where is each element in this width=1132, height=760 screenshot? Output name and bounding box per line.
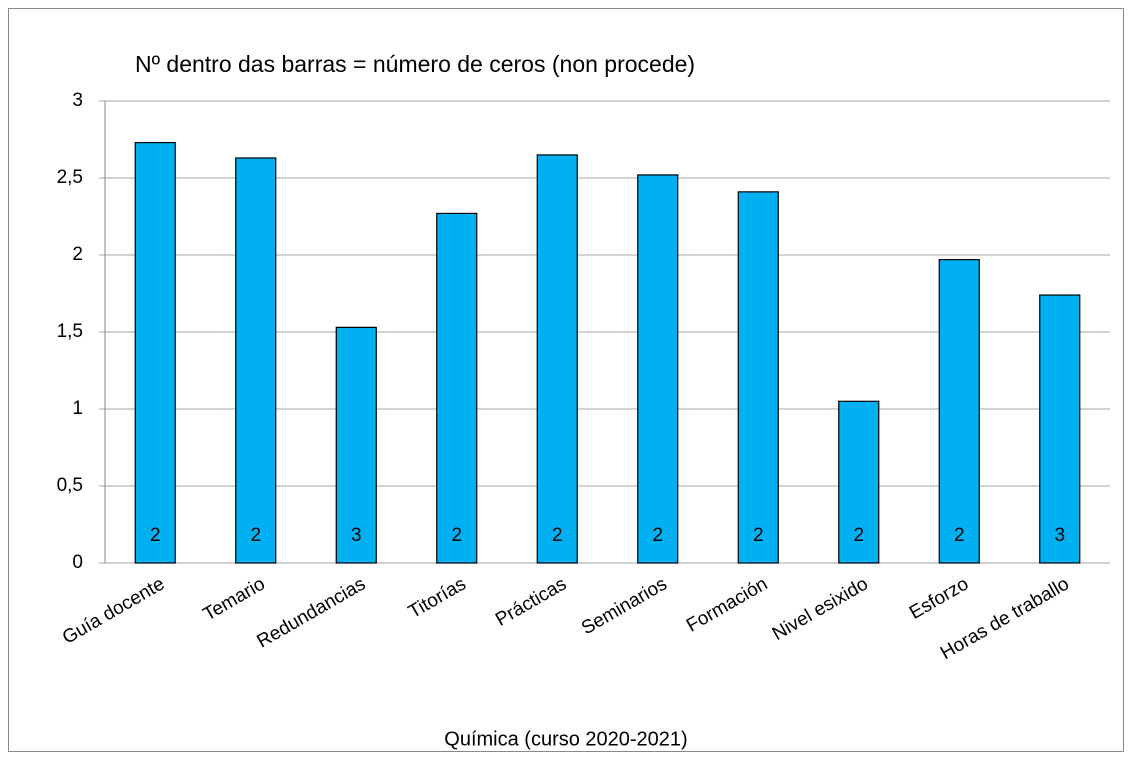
bar bbox=[536, 154, 578, 564]
bar-label: 2 bbox=[753, 525, 764, 546]
bar-label: 3 bbox=[1054, 525, 1065, 546]
bar-label: 2 bbox=[853, 525, 864, 546]
bar bbox=[737, 191, 779, 564]
bar-label: 2 bbox=[954, 525, 965, 546]
bar bbox=[436, 212, 478, 564]
bar-label: 3 bbox=[351, 525, 362, 546]
bar bbox=[637, 174, 679, 564]
x-axis-label: Química (curso 2020-2021) bbox=[444, 728, 687, 750]
bar-label: 2 bbox=[150, 525, 161, 546]
y-tick-label: 0 bbox=[72, 552, 83, 573]
bar bbox=[938, 259, 980, 564]
bar-label: 2 bbox=[652, 525, 663, 546]
bar bbox=[134, 141, 176, 564]
y-tick-label: 2 bbox=[72, 244, 83, 265]
bar bbox=[838, 400, 880, 564]
y-tick-label: 3 bbox=[72, 90, 83, 111]
y-tick-label: 1,5 bbox=[57, 321, 83, 342]
y-tick-label: 2,5 bbox=[57, 167, 83, 188]
y-tick-label: 1 bbox=[72, 398, 83, 419]
y-tick-label: 0,5 bbox=[57, 475, 83, 496]
bar-label: 2 bbox=[250, 525, 261, 546]
bar bbox=[335, 326, 377, 564]
bar-label: 2 bbox=[552, 525, 563, 546]
bar bbox=[1039, 294, 1081, 564]
bar bbox=[235, 157, 277, 564]
chart-title: Nº dentro das barras = número de ceros (… bbox=[135, 51, 695, 77]
bar-label: 2 bbox=[451, 525, 462, 546]
